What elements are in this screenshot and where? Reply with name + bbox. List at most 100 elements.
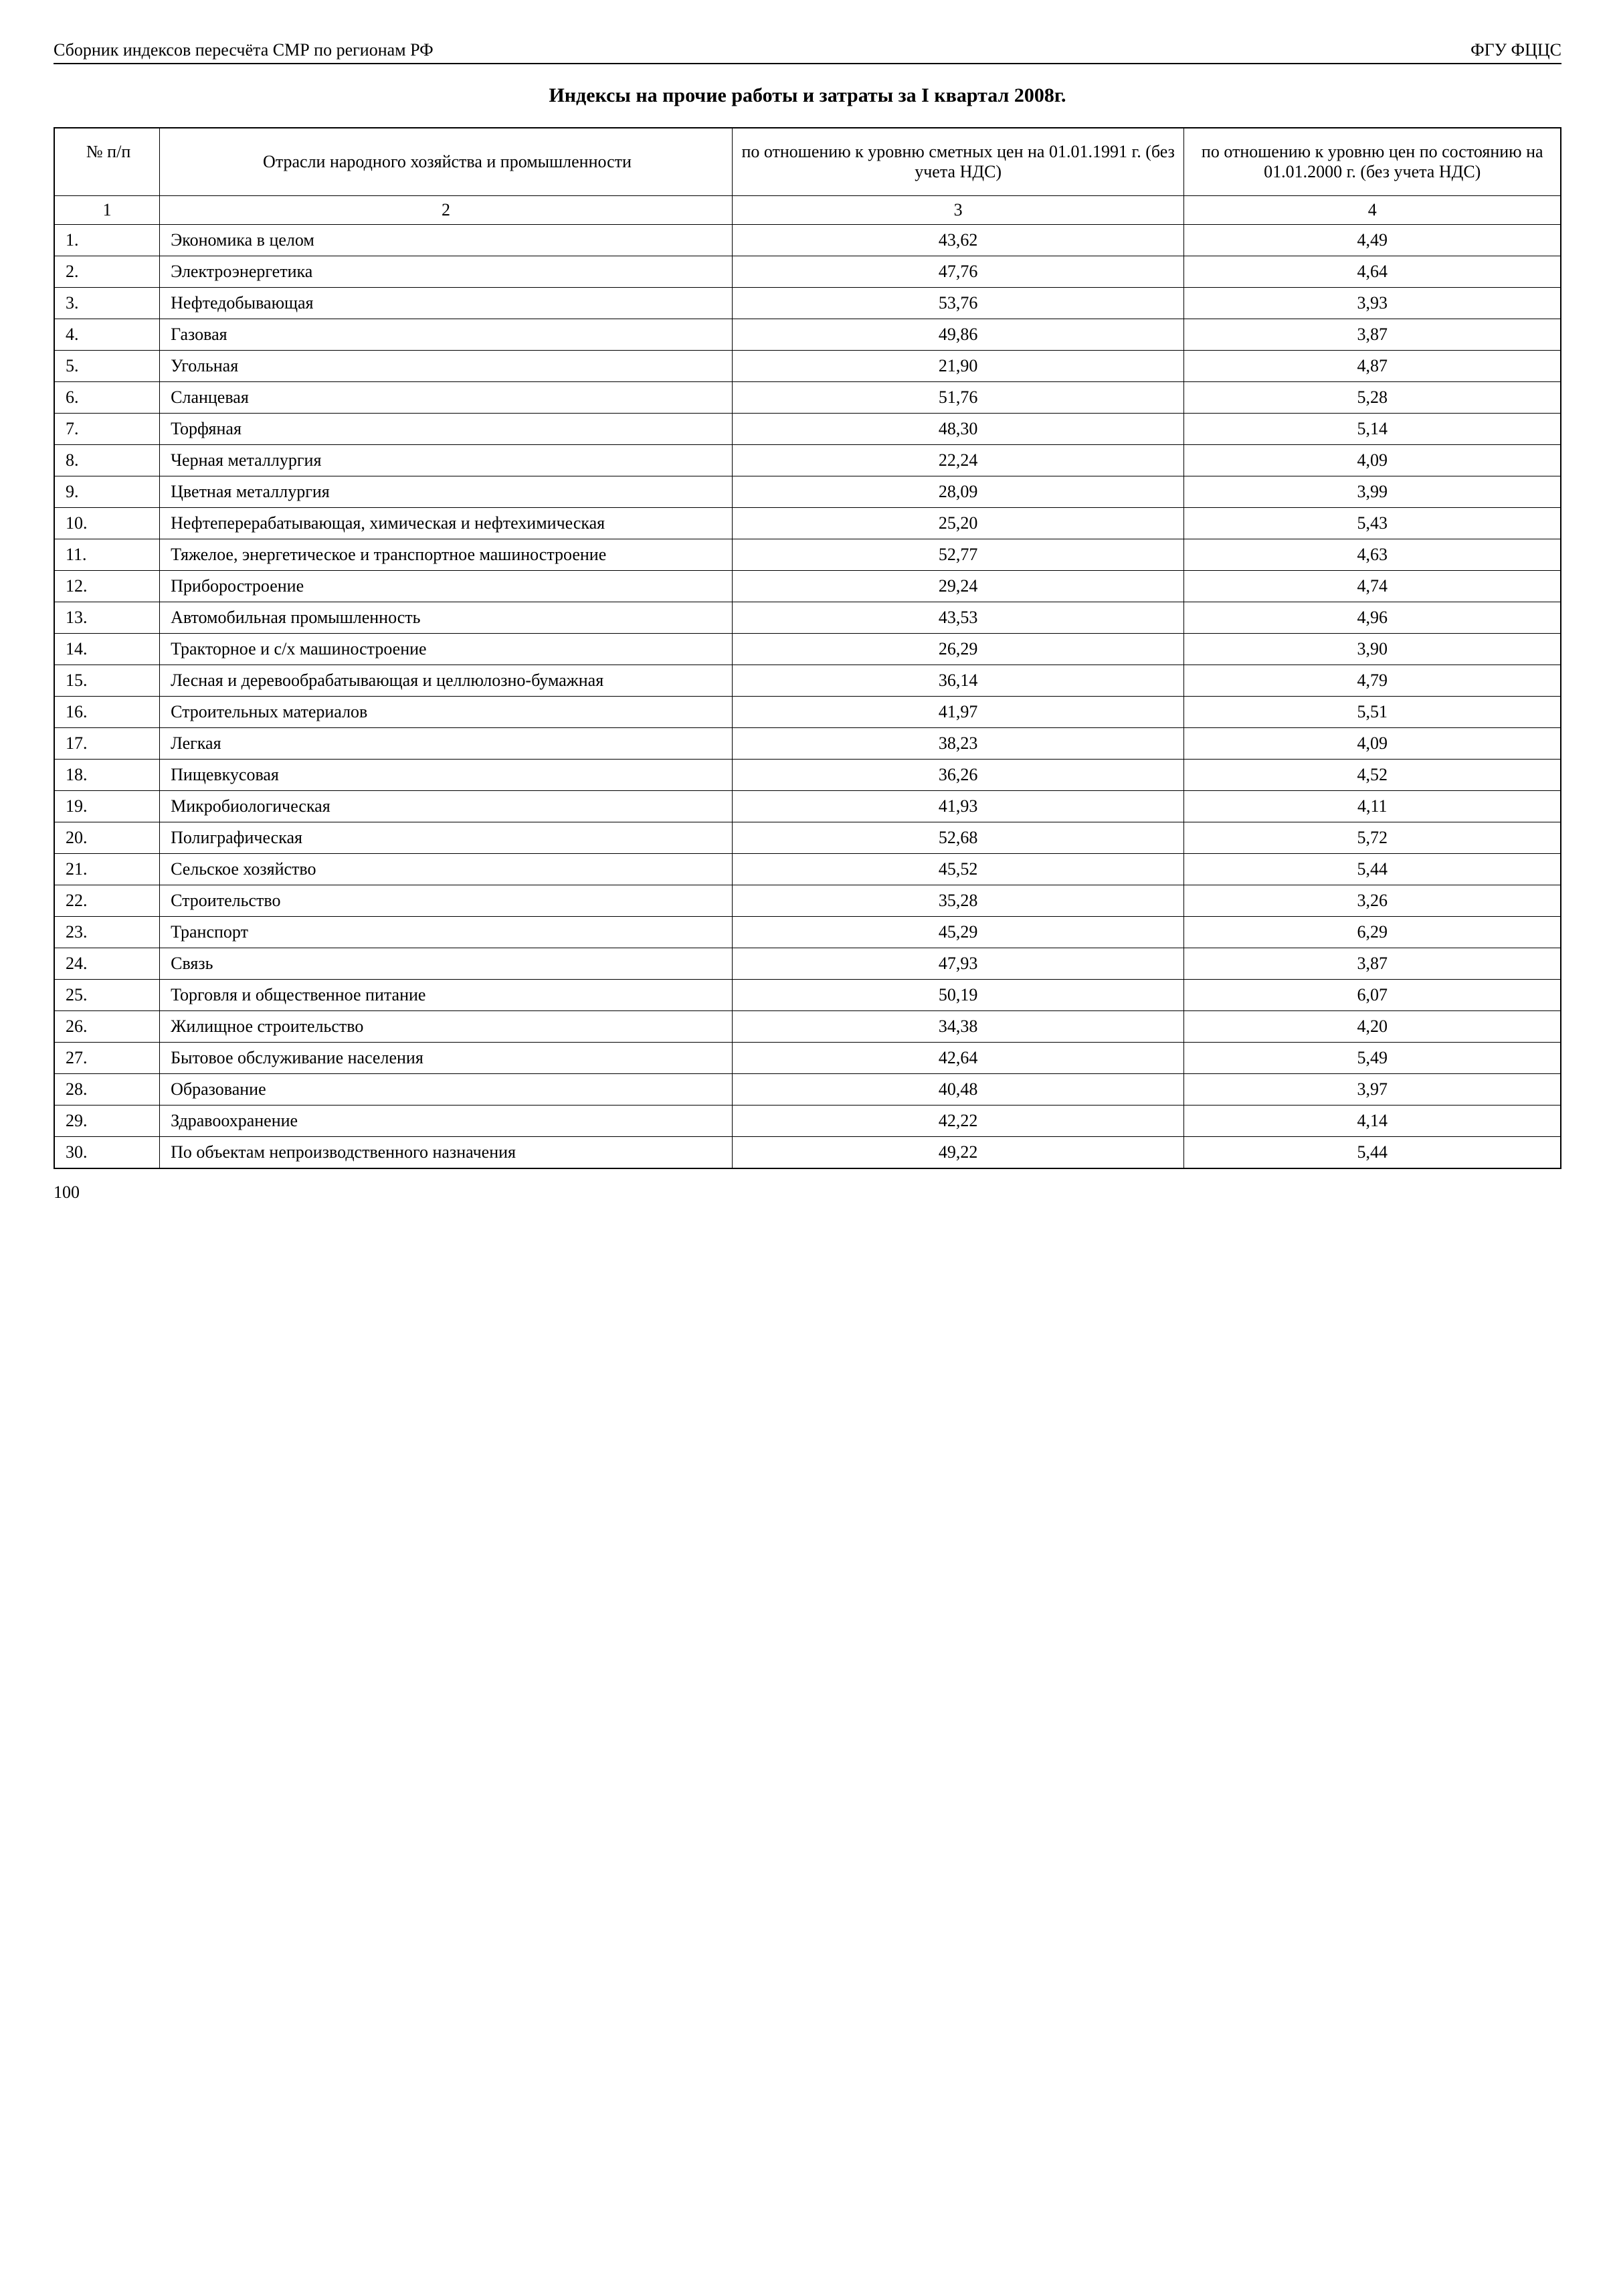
row-industry-name: Микробиологическая — [160, 791, 733, 822]
table-subhead-row: 1 2 3 4 — [54, 196, 1561, 225]
table-row: 7.Торфяная48,305,14 — [54, 414, 1561, 445]
row-value-1991: 53,76 — [732, 288, 1184, 319]
row-value-2000: 4,63 — [1184, 539, 1561, 571]
row-number: 15. — [54, 665, 160, 697]
indices-table: № п/п Отрасли народного хозяйства и пром… — [54, 127, 1561, 1169]
row-value-2000: 4,87 — [1184, 351, 1561, 382]
row-value-2000: 4,20 — [1184, 1011, 1561, 1043]
row-industry-name: Бытовое обслуживание населения — [160, 1043, 733, 1074]
subhead-1: 1 — [54, 196, 160, 225]
row-industry-name: Тракторное и с/х машиностроение — [160, 634, 733, 665]
row-value-1991: 45,29 — [732, 917, 1184, 948]
row-number: 7. — [54, 414, 160, 445]
row-value-1991: 34,38 — [732, 1011, 1184, 1043]
row-industry-name: Сельское хозяйство — [160, 854, 733, 885]
row-industry-name: Образование — [160, 1074, 733, 1106]
row-value-2000: 4,11 — [1184, 791, 1561, 822]
table-row: 28.Образование40,483,97 — [54, 1074, 1561, 1106]
row-number: 29. — [54, 1106, 160, 1137]
row-value-1991: 42,64 — [732, 1043, 1184, 1074]
row-number: 12. — [54, 571, 160, 602]
row-value-2000: 4,79 — [1184, 665, 1561, 697]
row-value-2000: 5,28 — [1184, 382, 1561, 414]
row-value-1991: 49,86 — [732, 319, 1184, 351]
row-number: 13. — [54, 602, 160, 634]
row-industry-name: Полиграфическая — [160, 822, 733, 854]
row-value-1991: 42,22 — [732, 1106, 1184, 1137]
row-value-1991: 43,62 — [732, 225, 1184, 256]
row-number: 9. — [54, 476, 160, 508]
table-row: 25.Торговля и общественное питание50,196… — [54, 980, 1561, 1011]
row-industry-name: Нефтеперерабатывающая, химическая и нефт… — [160, 508, 733, 539]
col-header-1991: по отношению к уровню сметных цен на 01.… — [732, 128, 1184, 196]
row-value-2000: 4,09 — [1184, 728, 1561, 760]
row-value-1991: 40,48 — [732, 1074, 1184, 1106]
row-number: 14. — [54, 634, 160, 665]
row-value-2000: 3,99 — [1184, 476, 1561, 508]
row-value-2000: 3,97 — [1184, 1074, 1561, 1106]
table-row: 23.Транспорт45,296,29 — [54, 917, 1561, 948]
table-row: 27.Бытовое обслуживание населения42,645,… — [54, 1043, 1561, 1074]
row-value-1991: 22,24 — [732, 445, 1184, 476]
table-row: 6.Сланцевая51,765,28 — [54, 382, 1561, 414]
row-value-2000: 4,49 — [1184, 225, 1561, 256]
table-row: 8.Черная металлургия22,244,09 — [54, 445, 1561, 476]
row-number: 4. — [54, 319, 160, 351]
row-value-1991: 25,20 — [732, 508, 1184, 539]
row-value-1991: 50,19 — [732, 980, 1184, 1011]
row-value-1991: 36,26 — [732, 760, 1184, 791]
row-value-2000: 4,52 — [1184, 760, 1561, 791]
row-value-1991: 51,76 — [732, 382, 1184, 414]
table-row: 19.Микробиологическая41,934,11 — [54, 791, 1561, 822]
row-number: 21. — [54, 854, 160, 885]
row-industry-name: По объектам непроизводственного назначен… — [160, 1137, 733, 1169]
row-value-2000: 4,14 — [1184, 1106, 1561, 1137]
table-row: 9.Цветная металлургия28,093,99 — [54, 476, 1561, 508]
header-right-text: ФГУ ФЦЦС — [1470, 40, 1561, 60]
row-value-2000: 4,64 — [1184, 256, 1561, 288]
row-industry-name: Цветная металлургия — [160, 476, 733, 508]
table-row: 29.Здравоохранение42,224,14 — [54, 1106, 1561, 1137]
row-value-1991: 45,52 — [732, 854, 1184, 885]
row-value-1991: 26,29 — [732, 634, 1184, 665]
row-value-1991: 35,28 — [732, 885, 1184, 917]
page-number: 100 — [54, 1182, 1561, 1203]
row-value-2000: 3,87 — [1184, 948, 1561, 980]
row-number: 16. — [54, 697, 160, 728]
row-value-2000: 4,09 — [1184, 445, 1561, 476]
row-value-1991: 47,76 — [732, 256, 1184, 288]
subhead-2: 2 — [160, 196, 733, 225]
row-industry-name: Угольная — [160, 351, 733, 382]
page-header: Сборник индексов пересчёта СМР по регион… — [54, 40, 1561, 64]
row-value-2000: 5,14 — [1184, 414, 1561, 445]
row-number: 19. — [54, 791, 160, 822]
row-number: 17. — [54, 728, 160, 760]
row-number: 24. — [54, 948, 160, 980]
row-number: 5. — [54, 351, 160, 382]
row-industry-name: Газовая — [160, 319, 733, 351]
row-value-1991: 52,77 — [732, 539, 1184, 571]
row-value-1991: 38,23 — [732, 728, 1184, 760]
row-value-2000: 3,90 — [1184, 634, 1561, 665]
table-row: 14.Тракторное и с/х машиностроение26,293… — [54, 634, 1561, 665]
col-header-2000: по отношению к уровню цен по состоянию н… — [1184, 128, 1561, 196]
table-row: 1.Экономика в целом43,624,49 — [54, 225, 1561, 256]
row-industry-name: Жилищное строительство — [160, 1011, 733, 1043]
row-number: 25. — [54, 980, 160, 1011]
table-row: 20.Полиграфическая52,685,72 — [54, 822, 1561, 854]
row-value-2000: 5,49 — [1184, 1043, 1561, 1074]
col-header-num: № п/п — [54, 128, 160, 196]
table-body: 1.Экономика в целом43,624,492.Электроэне… — [54, 225, 1561, 1169]
row-industry-name: Строительство — [160, 885, 733, 917]
row-number: 8. — [54, 445, 160, 476]
row-industry-name: Связь — [160, 948, 733, 980]
table-row: 12.Приборостроение29,244,74 — [54, 571, 1561, 602]
row-industry-name: Автомобильная промышленность — [160, 602, 733, 634]
row-industry-name: Черная металлургия — [160, 445, 733, 476]
row-number: 3. — [54, 288, 160, 319]
row-value-2000: 5,44 — [1184, 854, 1561, 885]
row-value-1991: 29,24 — [732, 571, 1184, 602]
row-industry-name: Нефтедобывающая — [160, 288, 733, 319]
row-number: 6. — [54, 382, 160, 414]
row-industry-name: Лесная и деревообрабатывающая и целлюлоз… — [160, 665, 733, 697]
